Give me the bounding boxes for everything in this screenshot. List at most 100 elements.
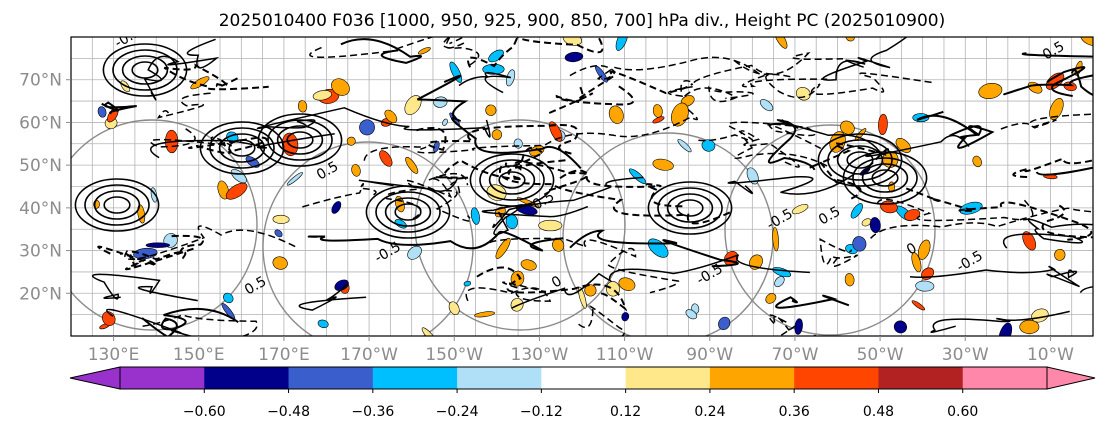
convergence-patch [272,256,288,270]
divergence-patch [442,118,448,126]
colorbar-tick-label: −0.24 [436,404,479,420]
convergence-patch [791,204,809,215]
divergence-patch [334,279,349,291]
closed-contour [209,127,275,169]
longitude-tick-label: 130°W [511,345,569,365]
divergence-patch [317,319,329,328]
colorbar-frame [119,366,1048,390]
divergence-patch [97,106,107,118]
closed-contour [852,157,918,199]
closed-contour [199,121,285,175]
longitude-tick-label: 130°E [88,345,140,365]
convergence-patch [448,301,460,316]
height-contour [363,108,698,161]
colorbar-segment [878,367,964,389]
convergence-patch [549,121,563,142]
closed-contour [103,196,131,214]
closed-contour [84,184,150,226]
divergence-patch [746,167,759,185]
height-contour [734,130,828,168]
closed-contour [384,197,432,227]
height-contour [765,72,933,99]
divergence-patch [359,119,375,136]
height-contour [309,37,465,58]
closed-contour [498,171,526,189]
convergence-patch [1022,231,1037,251]
closed-contour [861,163,909,193]
height-contour [91,273,198,302]
closed-contour [121,55,169,85]
height-contour [489,237,680,294]
convergence-patch [331,78,350,96]
convergence-patch [404,95,422,115]
height-contour [298,282,367,311]
closed-contour [479,159,545,201]
convergence-patch [972,155,982,168]
height-contour [569,229,739,268]
height-contour [905,187,1093,241]
height-contour [667,52,844,97]
chart-title: 2025010400 F036 [1000, 950, 925, 900, 85… [219,11,946,31]
closed-contour [846,151,874,169]
height-contour [727,173,855,195]
closed-contour [647,181,733,235]
divergence-patch [145,242,171,248]
height-contour [97,245,158,269]
divergence-patch [230,169,247,184]
height-contour [569,56,763,80]
height-contour [1003,74,1093,96]
range-circle [724,124,936,336]
colorbar-tick-label: 0.60 [947,404,978,420]
height-contour [142,314,258,336]
colorbar-extend-max [1046,366,1096,390]
closed-contour [657,187,723,229]
convergence-patch [405,156,419,174]
height-contour [467,37,604,68]
height-contour [358,178,458,192]
closed-contour [676,199,704,217]
divergence-patch [274,229,283,238]
height-contour [876,198,1034,222]
divergence-patch [407,245,422,260]
height-contour [442,37,480,66]
height-contour [1021,52,1093,58]
colorbar-tick-labels: −0.60 −0.48 −0.36 −0.24 −0.12 0.12 0.24 0.36 0.4… [183,389,978,420]
longitude-tick-label: 50°W [857,345,904,365]
colorbar-segment [541,367,627,389]
height-contour [808,142,890,200]
height-contour [1012,157,1093,178]
height-contour [156,92,211,119]
height-contours [74,37,1093,336]
divergence-patch [286,172,303,186]
height-contour [909,265,1080,288]
convergence-patch [618,277,636,291]
convergence-patch [485,104,497,116]
colorbar-segment [794,367,879,389]
divergence-patch [718,316,731,331]
convergence-patch [491,129,503,140]
latitude-tick-labels: 70°N 60°N 50°N 40°N 30°N 20°N [19,71,71,304]
convergence-patch [418,47,431,55]
convergence-patch [225,182,248,200]
closed-contour [228,139,256,157]
longitude-tick-label: 90°W [686,345,733,365]
convergence-patch [773,37,788,49]
convergence-patch [652,158,674,171]
colorbar-tick-label: 0.12 [610,404,641,420]
height-contour [733,59,828,88]
divergence-patch [331,201,342,214]
closed-contour [131,61,159,79]
height-contour [578,305,626,336]
closed-contour [394,203,422,221]
convergence-patch [904,209,921,221]
height-contour [930,310,1070,334]
convergence-patch [578,286,587,309]
convergence-patch [878,113,888,136]
divergence-patch [685,309,698,320]
height-contour [458,71,512,94]
colorbar-tick-label: −0.48 [267,404,310,420]
convergence-patch [538,219,563,232]
colorbar-segment [372,367,458,389]
convergence-patch [297,100,308,113]
